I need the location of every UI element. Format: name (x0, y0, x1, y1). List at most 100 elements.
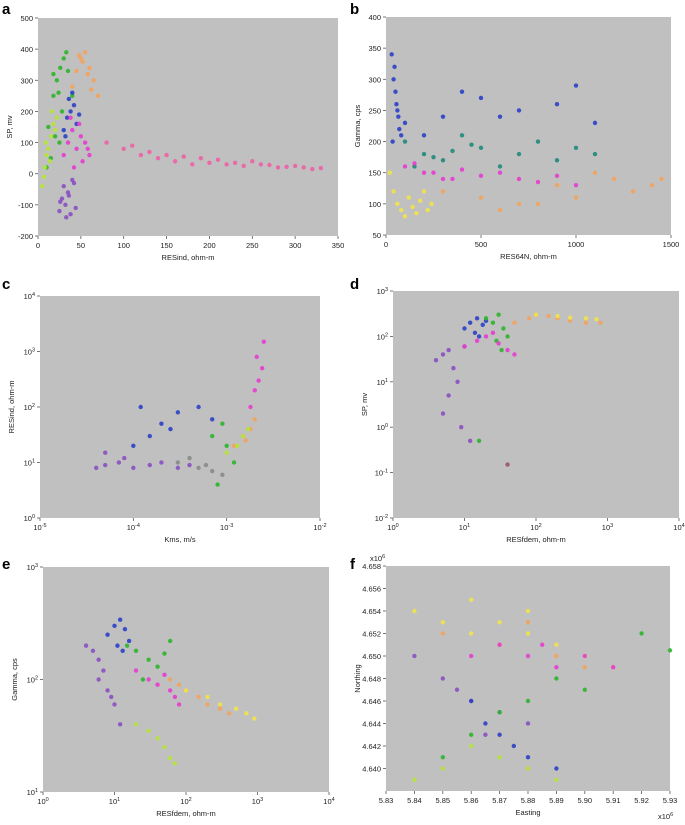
data-point (203, 462, 209, 468)
data-point (175, 410, 181, 415)
data-point (70, 93, 75, 99)
y-tick-exponent: 4 (32, 292, 35, 298)
data-point (431, 170, 436, 175)
data-point (499, 347, 504, 353)
x-tick-label: 5.93 (663, 796, 678, 805)
data-point (64, 215, 69, 220)
data-point (155, 682, 160, 687)
data-point (41, 174, 47, 180)
data-point (402, 164, 408, 169)
data-point (474, 316, 480, 321)
y-axis-label: Northing (353, 664, 362, 692)
data-point (82, 140, 88, 145)
data-point (54, 78, 60, 83)
data-point (215, 482, 220, 487)
data-point (83, 643, 89, 648)
data-point (440, 158, 446, 163)
data-point (220, 421, 225, 426)
data-point (540, 642, 545, 647)
x-tick-label: 350 (332, 241, 345, 250)
y-tick-label: 103 (24, 348, 35, 357)
data-point (554, 777, 559, 782)
data-point (387, 170, 392, 175)
data-point (183, 688, 189, 693)
data-point (525, 653, 531, 659)
series-magenta (402, 161, 579, 188)
data-point (146, 677, 151, 682)
data-point (440, 176, 446, 182)
data-point (505, 462, 510, 467)
plot-area (386, 566, 670, 791)
x-tick-label: 102 (530, 523, 541, 532)
y-tick-label: 103 (377, 287, 388, 296)
data-point (259, 366, 265, 371)
series-orange (440, 170, 664, 213)
x-tick-label: 5.89 (549, 796, 564, 805)
data-point (412, 653, 417, 659)
y-tick-label: 4.648 (362, 675, 381, 684)
data-point (61, 127, 66, 133)
data-point (172, 694, 178, 700)
data-point (73, 205, 78, 211)
y-tick-label: 350 (368, 44, 381, 53)
data-point (254, 354, 259, 360)
y-tick-label: 4.654 (362, 607, 381, 616)
data-point (554, 102, 560, 107)
data-point (74, 68, 79, 74)
data-point (393, 89, 398, 94)
data-point (496, 341, 501, 346)
y-tick-exponent: 3 (385, 287, 388, 293)
data-point (147, 462, 152, 468)
data-point (592, 170, 598, 175)
y-tick-label: 100 (20, 139, 33, 148)
series-yellow-green (224, 426, 251, 455)
data-point (244, 711, 249, 716)
series-green (210, 421, 237, 487)
series-purple (93, 450, 192, 471)
data-point (95, 93, 101, 99)
y-tick-label: 103 (27, 563, 38, 572)
x-tick-label: 10-2 (313, 523, 326, 532)
data-point (51, 93, 56, 99)
x-tick-label: 5.92 (634, 796, 649, 805)
data-point (120, 648, 125, 653)
data-point (478, 195, 484, 200)
series-magenta (469, 642, 616, 670)
data-point (421, 189, 427, 194)
data-point (58, 199, 63, 204)
series-magenta (462, 330, 517, 357)
data-point (90, 648, 96, 653)
x-tick-label: 0 (36, 241, 40, 250)
data-point (440, 766, 445, 771)
data-point (46, 146, 51, 151)
data-point (64, 50, 69, 55)
data-point (235, 443, 240, 448)
data-point (176, 682, 182, 687)
panel-label: f (350, 556, 356, 573)
data-point (231, 443, 237, 448)
panel-label: e (2, 556, 10, 573)
data-point (105, 688, 110, 693)
data-point (459, 167, 465, 172)
data-point (525, 721, 531, 726)
data-point (389, 52, 394, 57)
data-point (168, 426, 173, 432)
y-tick-label: 100 (24, 514, 35, 523)
data-point (66, 193, 72, 198)
data-point (61, 152, 66, 158)
y-tick-exponent: 2 (32, 403, 35, 409)
data-point (190, 162, 195, 167)
data-point (467, 438, 473, 444)
data-point (630, 189, 636, 194)
data-point (459, 425, 464, 430)
y-tick-label: 4.650 (362, 652, 381, 661)
x-axis-label: Easting (515, 808, 540, 817)
x-axis-label: RESind, ohm-m (162, 253, 215, 262)
y-tick-label: 101 (27, 788, 38, 797)
data-point (91, 78, 96, 83)
data-point (122, 626, 128, 632)
data-point (546, 313, 551, 319)
data-point (469, 732, 474, 737)
data-point (172, 159, 178, 164)
